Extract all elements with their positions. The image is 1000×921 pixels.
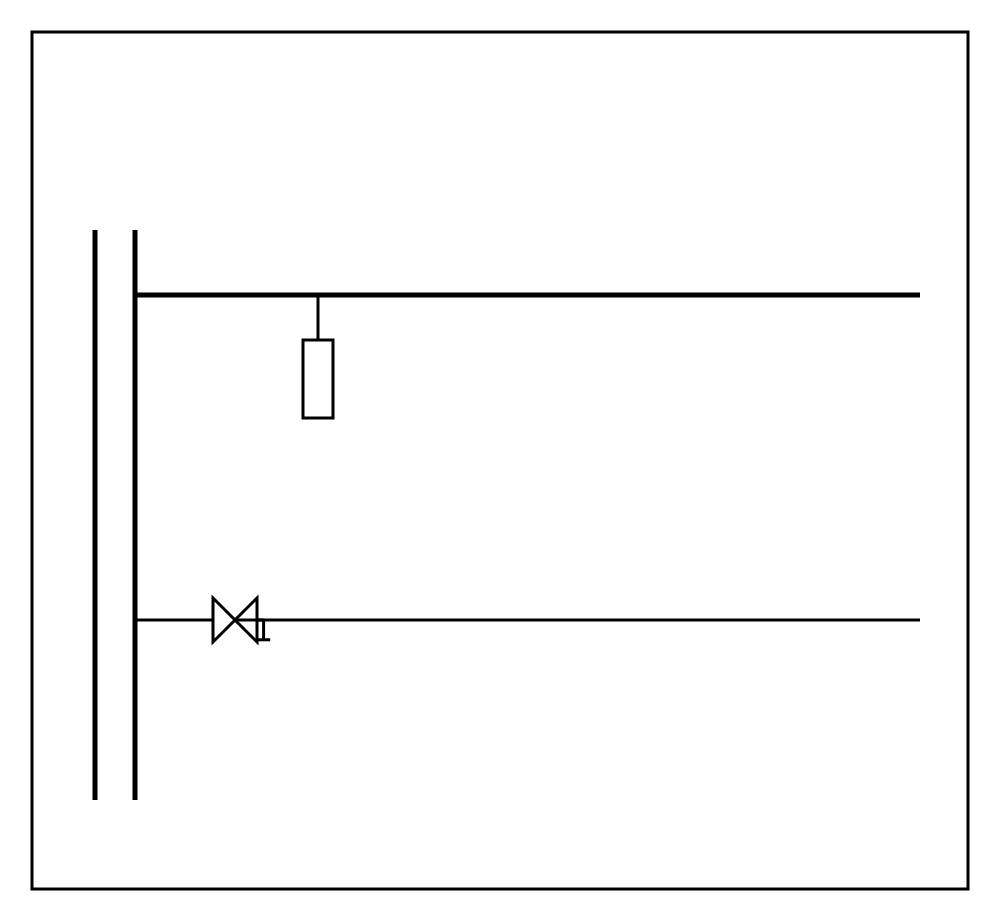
svg-rect-0	[32, 32, 968, 889]
svg-rect-10	[303, 340, 333, 418]
